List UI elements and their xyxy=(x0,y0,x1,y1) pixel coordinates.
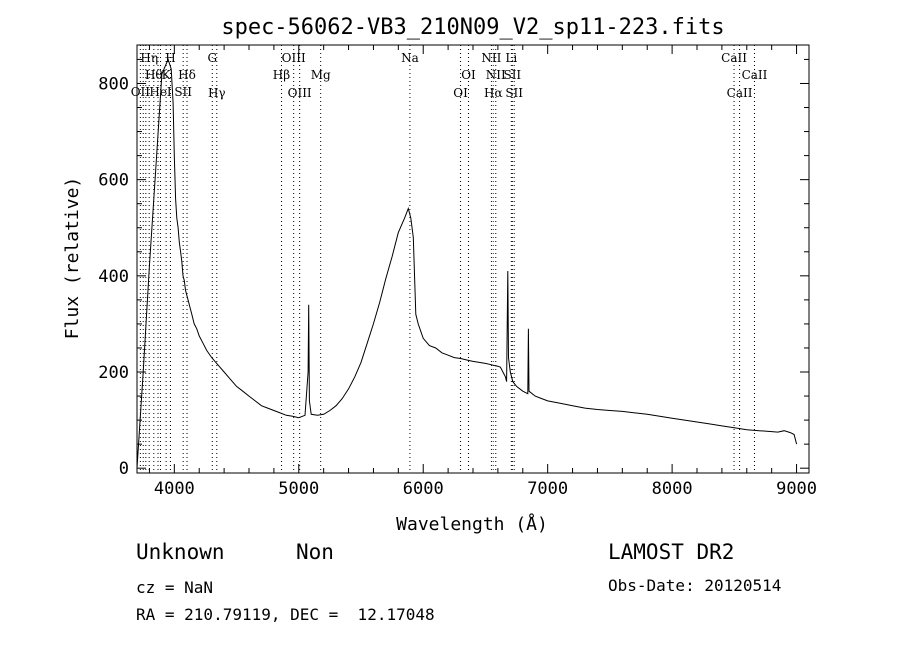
x-tick-label: 9000 xyxy=(776,479,817,499)
y-axis-label: Flux (relative) xyxy=(62,177,83,340)
x-tick-label: 7000 xyxy=(527,479,568,499)
line-marker-label: NII xyxy=(486,68,506,82)
line-marker-label: SII xyxy=(503,68,521,82)
line-marker-label: OIII xyxy=(288,86,312,100)
x-tick-label: 6000 xyxy=(403,479,444,499)
spectrum-series-line xyxy=(136,57,798,469)
line-marker-label: OI xyxy=(453,86,468,100)
redshift-cz: cz = NaN xyxy=(136,578,214,597)
line-marker-label: SII xyxy=(505,86,523,100)
x-tick-label: 4000 xyxy=(154,479,195,499)
line-marker-label: K xyxy=(162,68,172,82)
line-marker-label: Hα xyxy=(484,86,503,100)
y-tick-label: 0 xyxy=(119,459,129,479)
line-marker-label: Hβ xyxy=(273,68,290,82)
line-marker-label: CaII xyxy=(727,86,753,100)
x-tick-label: 8000 xyxy=(652,479,693,499)
survey-name: LAMOST DR2 xyxy=(608,540,735,564)
y-tick-label: 800 xyxy=(98,74,129,94)
plot-frame xyxy=(136,44,810,474)
line-marker-label: Na xyxy=(401,51,419,65)
spectral-line-markers: OIIHηHθHeIKHSIIHδGHγHβOIIIOIIIMgNaOIOINI… xyxy=(131,45,768,473)
x-tick-label: 5000 xyxy=(278,479,319,499)
line-marker-label: NII xyxy=(481,51,501,65)
line-marker-label: H xyxy=(165,51,175,65)
object-subclass: Non xyxy=(296,540,334,564)
line-marker-label: OI xyxy=(461,68,476,82)
x-axis-label: Wavelength (Å) xyxy=(396,513,548,535)
y-tick-label: 600 xyxy=(98,171,129,191)
line-marker-label: CaII xyxy=(742,68,768,82)
y-tick-label: 400 xyxy=(98,267,129,287)
line-marker-label: Hγ xyxy=(208,86,226,100)
line-marker-label: SII xyxy=(174,85,192,99)
line-marker-label: Hθ xyxy=(145,68,163,82)
object-class: Unknown xyxy=(136,540,225,564)
line-marker-label: Mg xyxy=(311,68,331,82)
line-marker-label: OIII xyxy=(282,51,306,65)
chart-title: spec-56062-VB3_210N09_V2_sp11-223.fits xyxy=(221,15,724,40)
observation-date: Obs-Date: 20120514 xyxy=(608,576,782,595)
line-marker-label: Hη xyxy=(140,51,158,65)
y-tick-label: 200 xyxy=(98,363,129,383)
line-marker-label: G xyxy=(207,51,217,65)
line-marker-label: OII xyxy=(131,85,151,99)
line-marker-label: Hδ xyxy=(178,68,196,82)
line-marker-label: Li xyxy=(505,51,517,65)
plot-axes: 4000 5000 6000 7000 8000 9000 0 200 400 600 800 xyxy=(98,44,817,499)
line-marker-label: CaII xyxy=(721,51,747,65)
ra-dec-coordinates: RA = 210.79119, DEC = 12.17048 xyxy=(136,605,435,624)
